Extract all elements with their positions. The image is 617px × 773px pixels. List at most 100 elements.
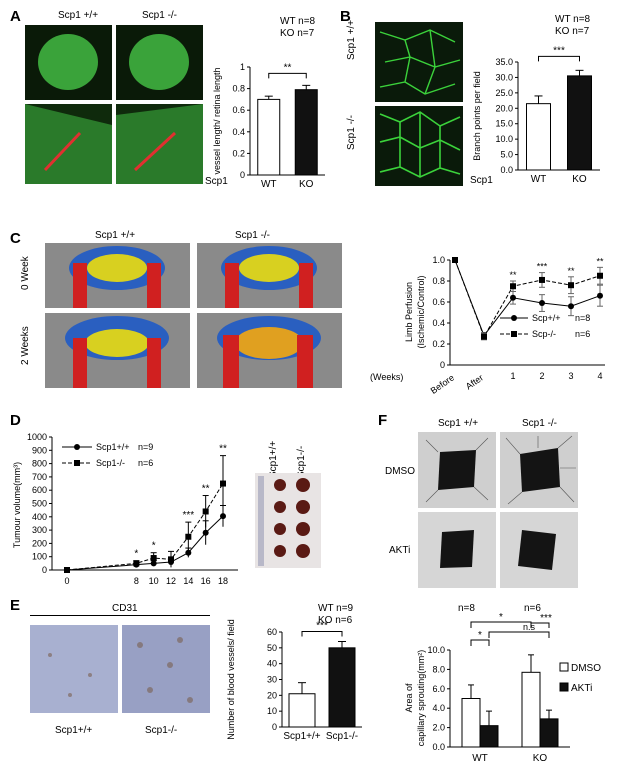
legend-label: Scp+/+ xyxy=(532,313,561,323)
y-tick-label: 0 xyxy=(440,360,445,370)
chart-a: 0 0.2 0.4 0.6 0.8 1 WT KO ** vessel length/ retin… xyxy=(212,62,325,190)
y-tick-label: 5.0 xyxy=(500,150,513,160)
y-tick-label: 20 xyxy=(267,690,277,700)
panel-f-col-wt: Scp1 +/+ xyxy=(438,418,479,429)
data-point xyxy=(202,508,209,515)
bar xyxy=(539,718,559,748)
legend-swatch xyxy=(559,682,569,692)
data-point xyxy=(597,272,603,279)
bar xyxy=(461,698,481,748)
y-axis-label: (Ischemic/Control) xyxy=(416,275,426,348)
x-tick-label: KO xyxy=(572,174,587,185)
y-tick-label: 15.0 xyxy=(495,119,513,129)
significance-bracket xyxy=(530,622,550,628)
y-tick-label: 600 xyxy=(32,485,47,495)
y-tick-label: 0.4 xyxy=(432,318,445,328)
panel-a-legend-ko: KO n=7 xyxy=(280,28,315,39)
panel-label-c: C xyxy=(10,230,21,247)
data-point xyxy=(220,480,226,487)
panel-a-legend-wt: WT n=8 xyxy=(280,16,316,27)
perfusion-ko-week0 xyxy=(221,246,317,308)
panel-a-row-prefix: Scp1 xyxy=(205,176,228,187)
legend-n: n=6 xyxy=(138,458,153,468)
panel-e-legend-wt: WT n=9 xyxy=(318,603,354,614)
panel-b-row-ko: Scp1 -/- xyxy=(346,114,357,150)
data-point xyxy=(185,533,192,540)
data-point xyxy=(510,283,516,290)
significance-bracket xyxy=(301,631,343,637)
retina-flatmount-wt xyxy=(38,34,98,90)
x-tick-label: 2 xyxy=(539,371,544,381)
panel-b-row-prefix: Scp1 xyxy=(470,175,493,186)
y-tick-label: 700 xyxy=(32,472,47,482)
x-tick-label: 1 xyxy=(510,371,515,381)
y-tick-label: 0.6 xyxy=(432,297,445,307)
laser-doppler-images xyxy=(45,243,342,388)
y-axis-label: capillary sprouting(mm²) xyxy=(416,650,426,747)
data-point xyxy=(481,333,487,340)
significance-marker: * xyxy=(499,612,503,623)
y-tick-label: 40 xyxy=(267,659,277,669)
bar xyxy=(479,725,499,748)
series-line xyxy=(454,259,601,338)
panel-e-stain: CD31 xyxy=(112,603,138,614)
significance-marker: ** xyxy=(202,484,210,495)
x-tick-label: WT xyxy=(472,753,488,764)
bar xyxy=(288,693,316,728)
panel-b-legend-ko: KO n=7 xyxy=(555,26,590,37)
significance-marker: ** xyxy=(567,266,575,276)
y-tick-label: 8.0 xyxy=(432,664,445,674)
y-axis-label: vessel length/ retina length xyxy=(212,67,222,174)
legend-label: AKTi xyxy=(571,683,592,694)
panel-f-row-dmso: DMSO xyxy=(385,466,415,477)
panel-label-d: D xyxy=(10,412,21,429)
panel-e-legend-ko: KO n=6 xyxy=(318,615,353,626)
x-tick-label: Scp1-/- xyxy=(326,731,358,742)
bar xyxy=(526,103,551,171)
y-tick-label: 25.0 xyxy=(495,88,513,98)
y-tick-label: 0.6 xyxy=(232,105,245,115)
legend-marker xyxy=(511,315,517,321)
data-point xyxy=(539,276,545,283)
significance-bracket xyxy=(538,55,580,62)
legend-swatch xyxy=(559,662,569,672)
y-tick-label: 0.0 xyxy=(432,742,445,752)
sprouting-images xyxy=(418,432,578,588)
y-tick-label: 0.2 xyxy=(432,339,445,349)
significance-marker: n.s xyxy=(523,622,536,632)
x-tick-label: WT xyxy=(531,174,547,185)
y-tick-label: 50 xyxy=(267,643,277,653)
vessel-network-wt xyxy=(379,29,461,95)
significance-marker: *** xyxy=(540,613,552,624)
significance-marker: *** xyxy=(553,45,565,56)
data-point xyxy=(64,567,70,573)
y-axis-label: Area of xyxy=(404,683,414,713)
chart-c: 0 0.2 0.4 0.6 0.8 1.0 Before After 1 2 3 4 (Weeks) **… xyxy=(370,255,605,396)
panel-c-col-wt: Scp1 +/+ xyxy=(95,230,136,241)
panel-label-b: B xyxy=(340,8,351,25)
retina-zoom-ko xyxy=(116,104,203,184)
significance-marker: * xyxy=(478,630,482,641)
cd31-images xyxy=(30,625,210,713)
y-tick-label: 30.0 xyxy=(495,72,513,82)
data-point xyxy=(168,556,174,563)
data-point xyxy=(568,303,574,310)
data-point xyxy=(568,282,574,289)
significance-marker: ** xyxy=(284,62,292,73)
panel-e-img-wt: Scp1+/+ xyxy=(55,725,93,736)
panel-f-n-wt: n=8 xyxy=(458,603,475,614)
x-tick-label: 18 xyxy=(218,576,228,586)
panel-f-row-akti: AKTi xyxy=(389,545,411,556)
y-tick-label: 300 xyxy=(32,525,47,535)
legend-label: Scp1+/+ xyxy=(96,442,130,452)
chart-d: 0 100 200 300 400 500 600 700 800 900 1000 0 8 10 12 14… xyxy=(12,432,238,586)
y-tick-label: 0.0 xyxy=(500,165,513,175)
x-tick-label: Before xyxy=(429,372,456,395)
legend-marker xyxy=(74,460,80,466)
perfusion-wt-week0 xyxy=(69,246,165,308)
panel-c-col-ko: Scp1 -/- xyxy=(235,230,271,241)
panel-label-a: A xyxy=(10,8,21,25)
y-tick-label: 35.0 xyxy=(495,57,513,67)
y-tick-label: 400 xyxy=(32,512,47,522)
panel-label-e: E xyxy=(10,597,21,614)
